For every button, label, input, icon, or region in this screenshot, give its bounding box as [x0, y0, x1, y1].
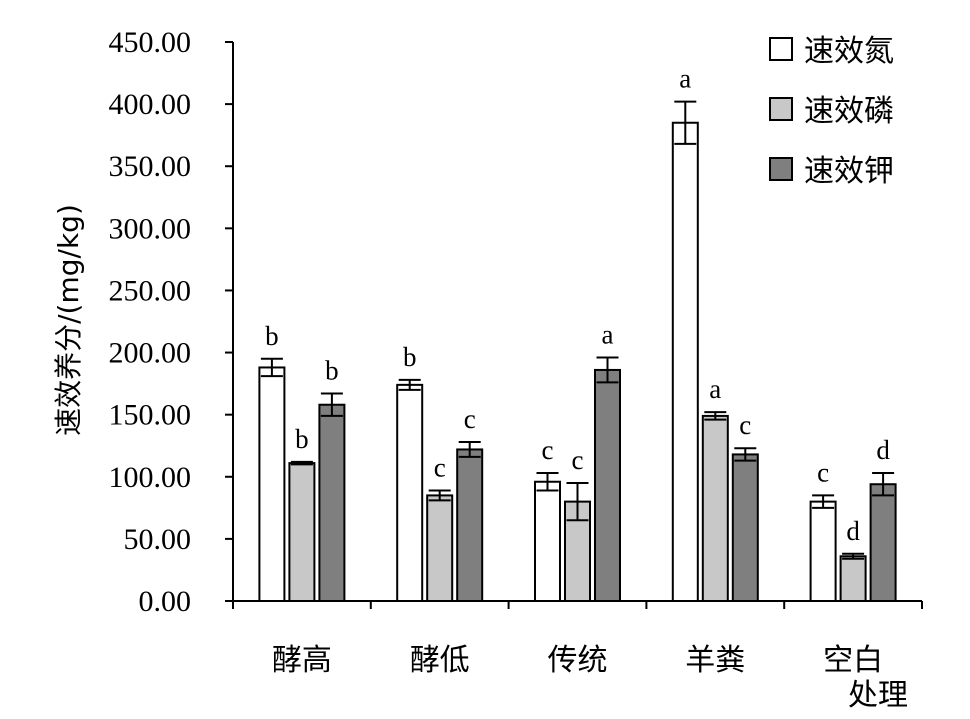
bar: [701, 414, 729, 602]
bar: [426, 494, 454, 602]
significance-label: c: [434, 452, 446, 482]
legend-swatch: [769, 37, 793, 61]
y-tick-label: 250.00: [109, 274, 192, 307]
y-tick-label: 400.00: [109, 88, 192, 121]
x-tick-label: 酵高: [272, 643, 332, 678]
plot-area: 0.00 50.00 100.00 150.00 200.00 250.00 300.00 3…: [109, 26, 923, 678]
significance-label: b: [325, 356, 339, 386]
bar: [288, 462, 316, 603]
significance-label: d: [846, 516, 860, 546]
x-tick-label: 传统: [548, 643, 608, 678]
significance-label: c: [572, 445, 584, 475]
y-tick-label: 50.00: [124, 523, 192, 556]
significance-label: a: [679, 64, 691, 94]
bar: [869, 483, 897, 602]
y-tick-label: 150.00: [109, 399, 192, 432]
bar: [809, 500, 837, 602]
bar: [534, 480, 561, 603]
legend-swatch: [769, 157, 793, 181]
x-tick-label: 空白: [823, 643, 883, 678]
bar: [318, 403, 346, 602]
x-axis-title: 处理: [848, 678, 908, 713]
bar: [456, 448, 484, 602]
significance-label: b: [403, 342, 417, 372]
significance-label: b: [295, 424, 309, 454]
significance-label: a: [709, 374, 721, 404]
significance-label: c: [464, 404, 476, 434]
significance-label: a: [602, 320, 614, 350]
bar: [594, 368, 621, 602]
y-axis-title: 速效养分/(mg/kg): [52, 204, 85, 436]
bar: [839, 555, 867, 603]
significance-label: c: [739, 410, 751, 440]
significance-label: c: [817, 457, 829, 487]
significance-label: c: [542, 435, 554, 465]
bar: [671, 121, 699, 602]
x-tick-label: 羊粪: [685, 643, 745, 678]
bar: [396, 383, 424, 602]
legend-label: 速效钾: [804, 154, 894, 189]
legend-swatch: [769, 97, 793, 121]
y-tick-label: 300.00: [109, 212, 192, 245]
x-tick-label: 酵低: [410, 643, 470, 678]
bar: [258, 366, 286, 602]
significance-label: d: [876, 435, 890, 465]
legend-label: 速效氮: [804, 34, 894, 69]
y-tick-label: 100.00: [109, 461, 192, 494]
y-tick-label: 0.00: [139, 585, 192, 618]
legend-label: 速效磷: [804, 94, 894, 129]
y-tick-label: 450.00: [109, 26, 192, 59]
y-tick-label: 200.00: [109, 337, 192, 370]
y-tick-label: 350.00: [109, 150, 192, 183]
bar: [731, 453, 759, 603]
significance-label: b: [265, 321, 279, 351]
